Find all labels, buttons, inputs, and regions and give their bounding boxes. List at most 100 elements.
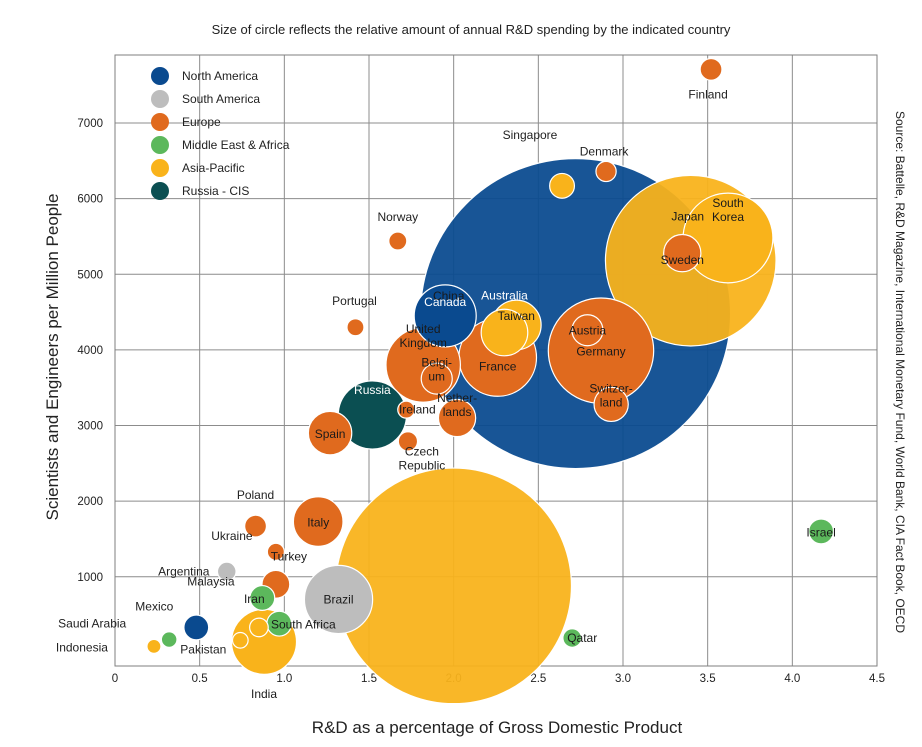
bubble-label: Japan: [671, 210, 704, 224]
legend-swatch: [151, 90, 169, 108]
bubble-point: [571, 314, 604, 347]
bubble-point: [595, 160, 617, 183]
bubble-point: [663, 233, 702, 273]
bubble-point: [388, 231, 408, 251]
bubble-label: Brazil: [323, 593, 353, 607]
bubble-label: Czech Republic: [399, 444, 446, 472]
bubble-label: Spain: [315, 427, 346, 441]
bubble-label: Iran: [244, 592, 265, 606]
x-tick-label: 3.0: [615, 673, 631, 685]
y-tick-label: 6000: [77, 194, 103, 206]
bubble-label: France: [479, 360, 517, 374]
x-tick-label: 4.5: [869, 673, 885, 685]
y-tick-label: 1000: [77, 572, 103, 584]
bubble-label: Singapore: [503, 128, 558, 142]
bubble-label: Ukraine: [211, 529, 253, 543]
legend-label: Russia - CIS: [182, 184, 249, 198]
legend-label: Middle East & Africa: [182, 138, 290, 152]
bubble-label: Israel: [806, 525, 835, 539]
bubble-label: India: [251, 687, 277, 701]
bubble-label: Indonesia: [56, 640, 108, 654]
bubble-label: Turkey: [271, 549, 307, 563]
y-tick-label: 3000: [77, 421, 103, 433]
bubble-point: [249, 584, 276, 611]
bubble-point: [699, 57, 723, 81]
bubble-point: [397, 431, 419, 452]
chart-subtitle: Size of circle reflects the relative amo…: [212, 22, 731, 37]
bubble-label: Qatar: [567, 631, 597, 645]
bubble-point: [249, 617, 269, 638]
bubble-point: [437, 398, 477, 438]
bubble-label: Argentina: [158, 565, 210, 579]
bubble-point: [413, 284, 477, 348]
bubble-label: United States: [503, 109, 575, 123]
bubble-label: Sweden: [661, 253, 704, 267]
x-tick-label: 1.0: [276, 673, 292, 685]
bubble-label: United Kingdom: [400, 322, 447, 350]
legend-swatch: [151, 159, 169, 177]
bubble-point: [146, 638, 162, 654]
bubble-label: Pakistan: [180, 642, 226, 656]
bubble-label: Russia: [354, 383, 391, 397]
legend-label: South America: [182, 92, 260, 106]
bubble-label: Finland: [688, 87, 727, 101]
bubble-label: South Africa: [271, 618, 336, 632]
bubble-label: Poland: [237, 488, 274, 502]
x-tick-label: 1.5: [361, 673, 377, 685]
bubble-label: Australia: [481, 289, 528, 303]
bubble-point: [335, 467, 573, 705]
legend-swatch: [151, 113, 169, 131]
bubble-point: [480, 308, 529, 357]
bubble-point: [307, 410, 353, 456]
bubble-label: Austria: [569, 323, 607, 337]
legend: North America South America Europe Middle E…: [151, 67, 290, 200]
bubble-label: Switzer-land: [589, 381, 632, 409]
legend-label: Europe: [182, 115, 221, 129]
bubble-point: [216, 561, 237, 582]
bubble-point: [244, 514, 268, 538]
bubble-point: [549, 172, 576, 199]
bubble-point: [160, 631, 178, 648]
x-tick-label: 0.5: [192, 673, 208, 685]
x-tick-label: 0: [112, 673, 118, 685]
bubbles: [146, 57, 835, 705]
bubble-label: Malaysia: [187, 574, 235, 588]
bubble-label: Portugal: [332, 294, 377, 308]
bubble-point: [266, 542, 285, 561]
bubble-point: [562, 628, 583, 648]
bubble-label: Nether-lands: [437, 391, 477, 419]
bubble-label: Canada: [424, 295, 466, 309]
bubble-point: [420, 362, 453, 395]
source-note: Source: Battelle, R&D Magazine, Internat…: [893, 111, 907, 633]
y-tick-label: 7000: [77, 118, 103, 130]
bubble-label: Germany: [576, 345, 625, 359]
bubble-point: [303, 564, 374, 635]
x-axis-label: R&D as a percentage of Gross Domestic Pr…: [312, 718, 683, 737]
x-tick-label: 4.0: [784, 673, 800, 685]
legend-swatch: [151, 136, 169, 154]
legend-label: Asia-Pacific: [182, 161, 245, 175]
bubble-point: [593, 386, 629, 423]
y-axis-label: Scientists and Engineers per Million Peo…: [43, 194, 62, 521]
y-tick-label: 4000: [77, 345, 103, 357]
bubble-label: Italy: [307, 516, 329, 530]
bubble-point: [292, 496, 344, 547]
bubble-point: [183, 614, 210, 641]
bubble-label: Denmark: [580, 145, 630, 159]
legend-swatch: [151, 182, 169, 200]
bubble-point: [346, 318, 365, 337]
legend-swatch: [151, 67, 169, 85]
y-tick-label: 2000: [77, 496, 103, 508]
bubble-point: [231, 631, 249, 649]
x-tick-label: 3.5: [700, 673, 716, 685]
bubble-label: Saudi Arabia: [58, 617, 126, 631]
bubble-label: Taiwan: [498, 309, 535, 323]
bubble-label: South Korea: [712, 196, 744, 224]
x-tick-label: 2.5: [530, 673, 546, 685]
bubble-point: [397, 400, 416, 419]
bubble-label: Ireland: [399, 403, 436, 417]
bubble-labels: United States China Japan Germany South Korea…: [56, 87, 836, 700]
bubble-label: Belgi-um: [421, 356, 452, 384]
bubble-label: Mexico: [135, 599, 173, 613]
